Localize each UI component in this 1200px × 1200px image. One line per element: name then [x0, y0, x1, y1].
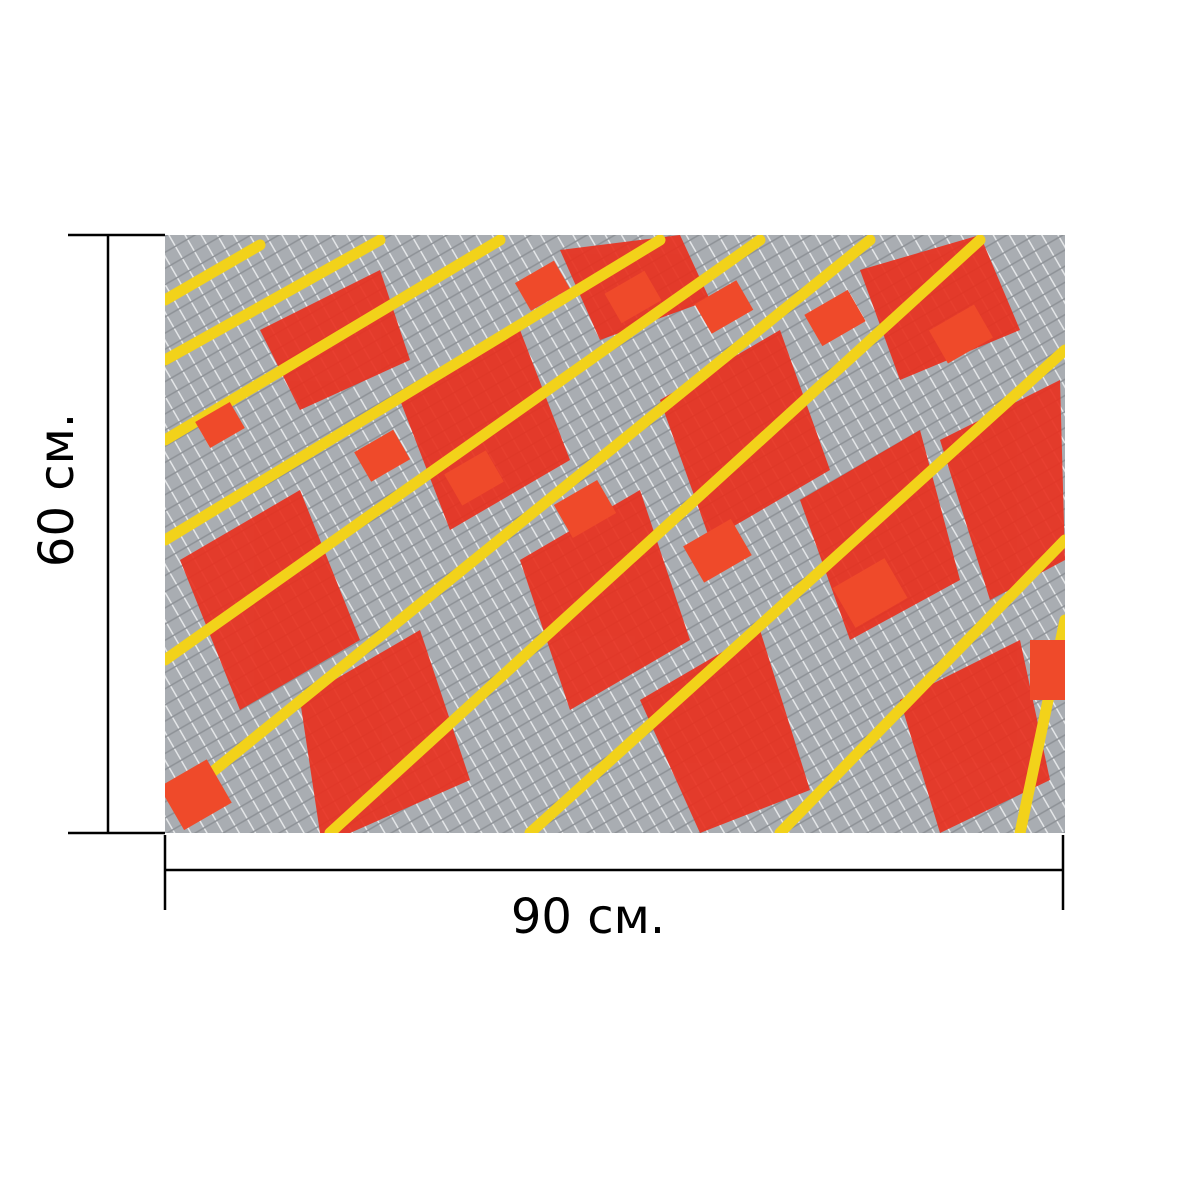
handle-clips [165, 260, 1065, 831]
height-dimension: 60 см. [29, 233, 165, 835]
height-label: 60 см. [29, 413, 85, 567]
width-dimension: 90 см. [163, 835, 1065, 945]
width-label: 90 см. [511, 889, 665, 945]
product-photo [165, 235, 1065, 833]
yellow-handles [165, 235, 1065, 833]
